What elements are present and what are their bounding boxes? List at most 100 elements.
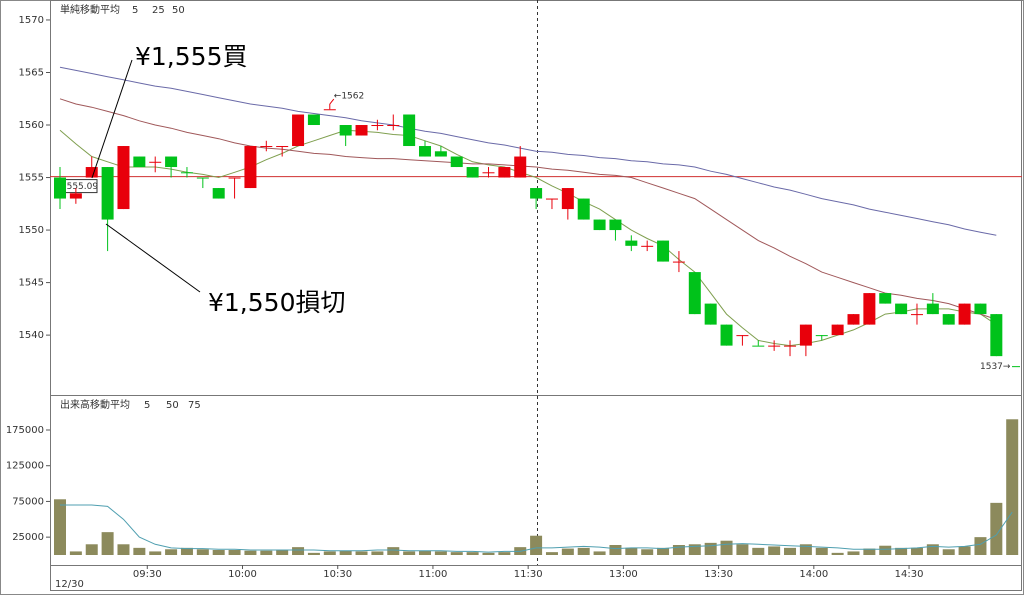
candle-body: [799, 324, 812, 346]
volume-bar: [196, 549, 209, 555]
volume-bar: [228, 550, 241, 555]
candle-body: [863, 293, 876, 325]
y-tick-label: 1550: [19, 225, 44, 236]
y-tick-label: 25000: [12, 532, 44, 543]
y-tick-label: 1540: [19, 330, 44, 341]
candle-body: [434, 151, 447, 157]
volume-bar: [530, 535, 543, 555]
candle-body: [387, 125, 400, 127]
volume-bar: [244, 550, 257, 555]
volume-bar: [165, 549, 178, 555]
volume-bar: [895, 547, 908, 555]
x-tick-label: 14:00: [799, 569, 828, 580]
volume-bar: [403, 551, 416, 555]
annotation-leader: [105, 223, 201, 293]
legend-title: 出来高移動平均: [60, 398, 130, 411]
y-tick-label: 125000: [6, 461, 44, 472]
candle-body: [307, 114, 320, 126]
candle-body: [895, 303, 908, 315]
candle-body: [625, 240, 638, 246]
volume-bar: [704, 542, 717, 555]
x-tick-label: 13:00: [609, 569, 638, 580]
candle-body: [117, 146, 130, 210]
candle-body: [704, 303, 717, 325]
volume-bar: [958, 546, 971, 555]
candle-body: [85, 167, 98, 178]
volume-bar: [672, 545, 685, 555]
legend-entry: 50: [172, 5, 185, 16]
price-box-label: 1,555.09: [58, 182, 98, 192]
candle-body: [212, 188, 225, 199]
volume-bar: [847, 551, 860, 555]
y-tick-label: 1565: [19, 67, 44, 78]
volume-bar: [625, 547, 638, 555]
volume-bar: [688, 544, 701, 555]
candle-body: [593, 219, 606, 231]
volume-bar: [387, 547, 400, 555]
volume-bar: [926, 544, 939, 555]
volume-bar: [85, 544, 98, 555]
volume-bar: [641, 549, 654, 555]
candle-body: [292, 114, 305, 147]
volume-bar: [1006, 419, 1019, 555]
legend-title: 単純移動平均: [60, 3, 120, 16]
ma-line: [59, 98, 997, 320]
candle-body: [641, 245, 654, 247]
x-tick-label: 14:30: [895, 569, 924, 580]
candle-body: [847, 314, 860, 325]
x-tick-label: 10:30: [323, 569, 352, 580]
candle-body: [910, 314, 923, 316]
candle-body: [736, 335, 749, 337]
candle-body: [196, 177, 209, 179]
candle-body: [514, 156, 527, 178]
candle-body: [609, 219, 622, 231]
volume-bar: [736, 544, 749, 555]
volume-bar: [434, 551, 447, 555]
volume-bar: [863, 548, 876, 555]
volume-bar: [561, 548, 574, 555]
candle-body: [974, 303, 987, 315]
volume-bar: [752, 547, 765, 555]
candle-body: [371, 125, 384, 127]
candle-body: [419, 146, 432, 157]
volume-bar: [307, 552, 320, 555]
volume-bar: [450, 552, 463, 555]
volume-bar: [212, 550, 225, 555]
volume-bar: [910, 547, 923, 555]
legend-entry: 25: [152, 5, 165, 16]
volume-bar: [593, 551, 606, 555]
candle-body: [831, 324, 844, 336]
y-tick-label: 1555: [19, 173, 44, 184]
candle-body: [498, 167, 511, 178]
y-tick-label: 1570: [19, 15, 44, 26]
candle-body: [323, 109, 336, 111]
volume-bar: [609, 545, 622, 555]
x-tick-label: 13:30: [704, 569, 733, 580]
last-marker-label: 1537→: [980, 362, 1011, 372]
x-tick-label: 11:30: [514, 569, 543, 580]
volume-bar: [101, 532, 114, 555]
candle-body: [688, 272, 701, 315]
candle-body: [466, 167, 479, 178]
volume-bar: [974, 537, 987, 555]
volume-bar: [768, 546, 781, 555]
legend-entry: 5: [132, 5, 138, 16]
candle-body: [54, 177, 66, 199]
x-tick-label: 09:30: [133, 569, 162, 580]
legend-entry: 75: [188, 400, 201, 411]
annotation-leader: [91, 59, 133, 179]
volume-bar: [371, 551, 384, 555]
candle-body: [784, 345, 797, 347]
volume-bar: [117, 544, 130, 555]
volume-bar: [657, 547, 670, 555]
candle-body: [149, 161, 162, 163]
volume-bar: [355, 551, 368, 555]
annotation: ¥1,550損切: [208, 288, 345, 317]
volume-bar: [419, 550, 432, 555]
volume-bar: [482, 552, 495, 555]
x-tick-label: 10:00: [228, 569, 257, 580]
volume-bar: [545, 552, 558, 555]
candle-body: [577, 198, 590, 220]
high-marker: [329, 98, 335, 105]
candle-body: [657, 240, 670, 262]
